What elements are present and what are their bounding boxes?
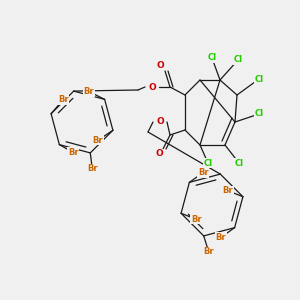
- Text: Br: Br: [191, 215, 201, 224]
- Text: Br: Br: [198, 168, 209, 177]
- Text: Cl: Cl: [234, 158, 244, 167]
- Text: Br: Br: [83, 87, 94, 96]
- Text: O: O: [148, 82, 156, 91]
- Text: Br: Br: [223, 186, 233, 195]
- Text: Br: Br: [93, 136, 103, 145]
- Text: Br: Br: [87, 164, 98, 173]
- Text: Cl: Cl: [254, 74, 264, 83]
- Text: Cl: Cl: [203, 158, 213, 167]
- Text: Br: Br: [203, 248, 214, 256]
- Text: Br: Br: [215, 233, 226, 242]
- Text: Br: Br: [58, 95, 68, 104]
- Text: O: O: [156, 61, 164, 70]
- Text: Cl: Cl: [254, 110, 264, 118]
- Text: Cl: Cl: [207, 53, 217, 62]
- Text: O: O: [156, 118, 164, 127]
- Text: Cl: Cl: [233, 56, 243, 64]
- Text: Br: Br: [68, 148, 79, 157]
- Text: O: O: [155, 149, 163, 158]
